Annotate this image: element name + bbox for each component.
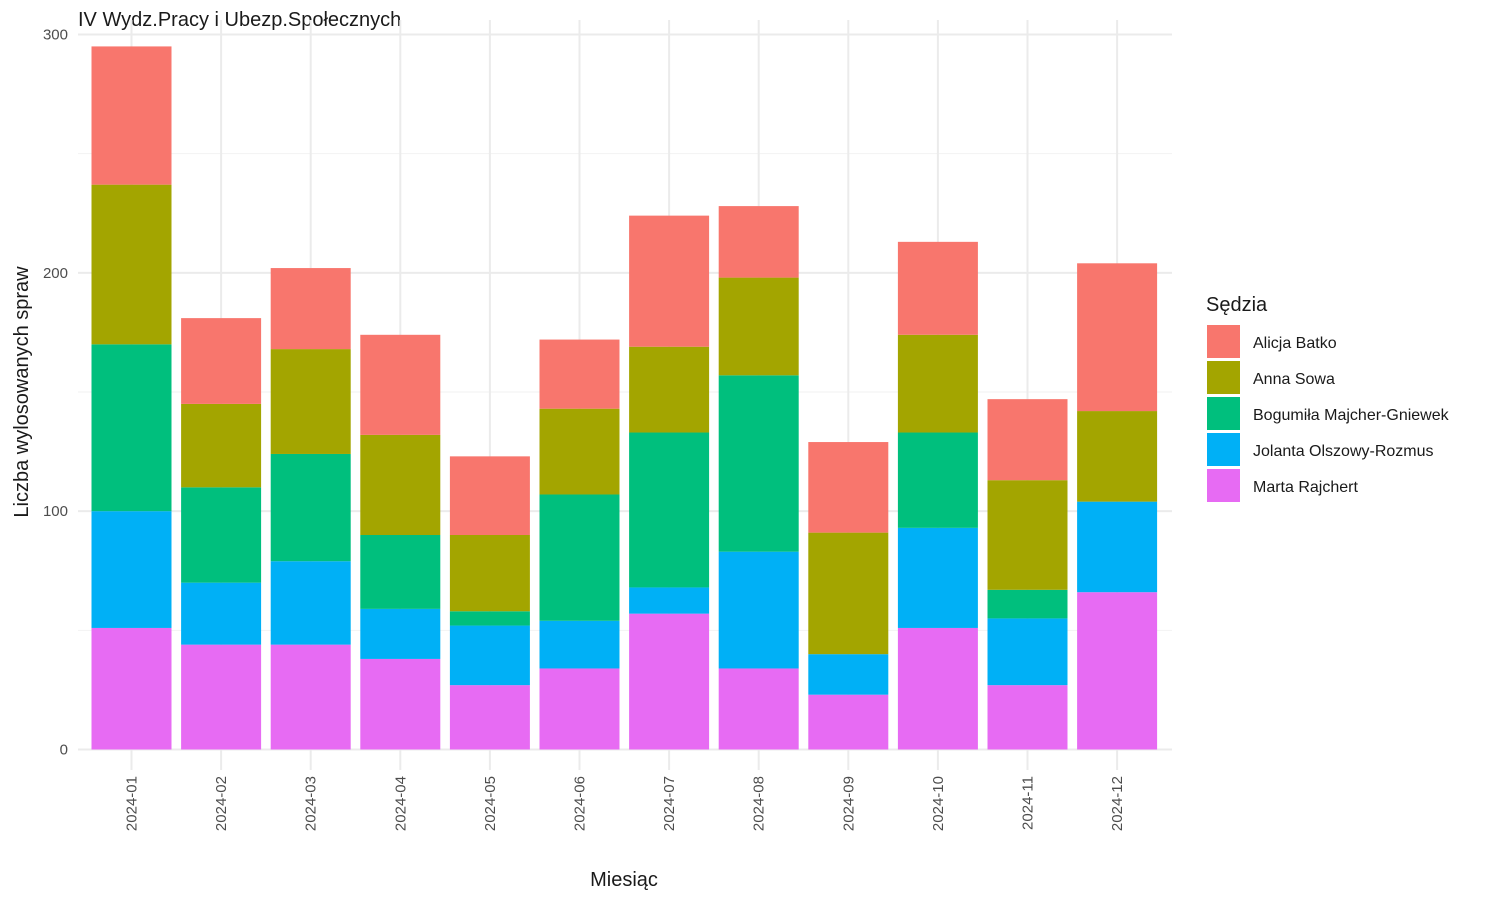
bar-segment-2024-09-anna-sowa (808, 532, 889, 655)
bar-segment-2024-11-marta-rajchert (987, 685, 1068, 750)
bar-segment-2024-11-alicja-batko (987, 399, 1068, 481)
bar-segment-2024-09-jolanta-olszowy-rozmus (808, 654, 889, 695)
x-tick-label: 2024-07 (661, 776, 678, 831)
bar-segment-2024-04-marta-rajchert (360, 658, 441, 750)
legend-key-marta-rajchert (1207, 469, 1240, 502)
x-tick-label: 2024-10 (930, 776, 947, 831)
bar-segment-2024-06-jolanta-olszowy-rozmus (539, 620, 620, 669)
bar-segment-2024-12-jolanta-olszowy-rozmus (1077, 501, 1158, 593)
x-tick-label: 2024-05 (482, 776, 499, 831)
bar-segment-2024-11-bogumi-a-majcher-gniewek (987, 589, 1068, 619)
bar-segment-2024-03-alicja-batko (270, 268, 351, 350)
legend-label-alicja-batko: Alicja Batko (1253, 335, 1337, 352)
x-tick-label: 2024-06 (572, 776, 589, 831)
bar-segment-2024-08-marta-rajchert (718, 668, 799, 750)
bar-segment-2024-04-anna-sowa (360, 434, 441, 535)
bar-segment-2024-02-marta-rajchert (181, 644, 262, 750)
bar-segment-2024-12-alicja-batko (1077, 263, 1158, 412)
legend-label-jolanta-olszowy-rozmus: Jolanta Olszowy-Rozmus (1253, 443, 1434, 460)
x-tick-label: 2024-03 (303, 776, 320, 831)
x-tick-label: 2024-08 (751, 776, 768, 831)
bar-segment-2024-02-jolanta-olszowy-rozmus (181, 582, 262, 645)
bar-segment-2024-01-anna-sowa (91, 184, 172, 345)
bar-segment-2024-12-anna-sowa (1077, 411, 1158, 502)
bar-segment-2024-10-jolanta-olszowy-rozmus (897, 527, 978, 628)
x-tick-label: 2024-04 (392, 776, 409, 831)
bar-segment-2024-08-jolanta-olszowy-rozmus (718, 551, 799, 669)
bar-segment-2024-01-jolanta-olszowy-rozmus (91, 511, 172, 628)
bar-segment-2024-07-marta-rajchert (629, 613, 710, 750)
bar-segment-2024-10-bogumi-a-majcher-gniewek (897, 432, 978, 528)
bar-segment-2024-06-bogumi-a-majcher-gniewek (539, 494, 620, 621)
bar-segment-2024-04-jolanta-olszowy-rozmus (360, 608, 441, 659)
bar-segment-2024-07-jolanta-olszowy-rozmus (629, 587, 710, 614)
bar-segment-2024-05-marta-rajchert (449, 685, 530, 750)
bar-segment-2024-10-anna-sowa (897, 334, 978, 433)
legend-label-marta-rajchert: Marta Rajchert (1253, 479, 1358, 496)
bar-segment-2024-08-anna-sowa (718, 277, 799, 376)
bar-segment-2024-02-bogumi-a-majcher-gniewek (181, 487, 262, 583)
legend-key-anna-sowa (1207, 361, 1240, 394)
bar-segment-2024-05-alicja-batko (449, 456, 530, 535)
bar-segment-2024-09-marta-rajchert (808, 694, 889, 750)
bar-segment-2024-07-alicja-batko (629, 215, 710, 347)
bar-segment-2024-04-alicja-batko (360, 334, 441, 435)
y-axis-ticks: 0 100 200 300 (43, 27, 68, 759)
bar-segment-2024-05-anna-sowa (449, 535, 530, 612)
x-tick-label: 2024-12 (1109, 776, 1126, 831)
x-tick-label: 2024-02 (213, 776, 230, 831)
bar-segment-2024-06-alicja-batko (539, 339, 620, 409)
x-tick-label: 2024-11 (1020, 776, 1037, 830)
legend-key-alicja-batko (1207, 325, 1240, 358)
bar-segment-2024-02-anna-sowa (181, 403, 262, 488)
legend-title: Sędzia (1206, 294, 1268, 316)
x-axis-ticks: 2024-01 2024-02 2024-03 2024-04 2024-05 2024-… (124, 776, 1127, 831)
bar-segment-2024-01-bogumi-a-majcher-gniewek (91, 344, 172, 512)
bar-segment-2024-09-alicja-batko (808, 442, 889, 533)
bar-segment-2024-03-marta-rajchert (270, 644, 351, 750)
y-tick-label: 300 (43, 27, 68, 44)
bar-segment-2024-07-bogumi-a-majcher-gniewek (629, 432, 710, 588)
bar-segment-2024-01-marta-rajchert (91, 627, 172, 750)
bar-segment-2024-01-alicja-batko (91, 46, 172, 185)
bar-segment-2024-08-alicja-batko (718, 206, 799, 278)
bar-segment-2024-03-jolanta-olszowy-rozmus (270, 561, 351, 645)
bar-segment-2024-11-anna-sowa (987, 480, 1068, 590)
legend-key-bogumi-a-majcher-gniewek (1207, 397, 1240, 430)
legend-label-anna-sowa: Anna Sowa (1253, 371, 1335, 388)
legend: Sędzia Alicja Batko Anna Sowa Bogumiła Maj… (1206, 294, 1450, 502)
bar-segment-2024-03-bogumi-a-majcher-gniewek (270, 453, 351, 562)
bar-segment-2024-11-jolanta-olszowy-rozmus (987, 618, 1068, 686)
y-tick-label: 100 (43, 503, 68, 520)
x-tick-label: 2024-01 (124, 776, 141, 831)
bar-segment-2024-06-anna-sowa (539, 408, 620, 495)
bar-segment-2024-10-marta-rajchert (897, 627, 978, 750)
bars (91, 46, 1158, 750)
bar-segment-2024-02-alicja-batko (181, 318, 262, 404)
chart-title: IV Wydz.Pracy i Ubezp.Społecznych (78, 9, 401, 31)
bar-segment-2024-05-jolanta-olszowy-rozmus (449, 625, 530, 686)
y-tick-label: 200 (43, 265, 68, 282)
y-tick-label: 0 (60, 742, 68, 759)
x-axis-title: Miesiąc (590, 869, 658, 891)
bar-segment-2024-04-bogumi-a-majcher-gniewek (360, 535, 441, 609)
legend-label-bogumi-a-majcher-gniewek: Bogumiła Majcher-Gniewek (1253, 407, 1450, 424)
bar-segment-2024-12-marta-rajchert (1077, 592, 1158, 750)
legend-key-jolanta-olszowy-rozmus (1207, 433, 1240, 466)
bar-segment-2024-05-bogumi-a-majcher-gniewek (449, 611, 530, 626)
y-axis-title: Liczba wylosowanych spraw (11, 266, 33, 518)
bar-segment-2024-08-bogumi-a-majcher-gniewek (718, 375, 799, 552)
bar-segment-2024-07-anna-sowa (629, 346, 710, 433)
bar-segment-2024-06-marta-rajchert (539, 668, 620, 750)
bar-segment-2024-03-anna-sowa (270, 349, 351, 454)
bar-segment-2024-10-alicja-batko (897, 241, 978, 335)
x-tick-label: 2024-09 (840, 776, 857, 831)
